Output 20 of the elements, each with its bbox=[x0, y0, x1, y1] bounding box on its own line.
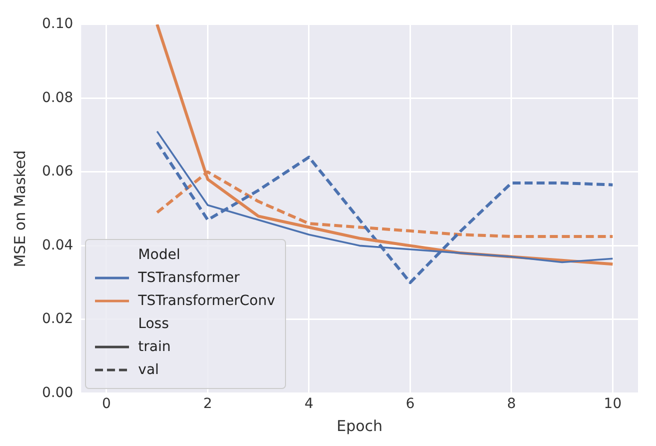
y-axis-title: MSE on Masked bbox=[10, 150, 29, 268]
x-tick-label: 8 bbox=[506, 396, 516, 412]
y-tick-label: 0.08 bbox=[42, 90, 74, 106]
annotation: val bbox=[138, 362, 159, 378]
legend-label: TSTransformer bbox=[138, 270, 240, 286]
legend-label: TSTransformerConv bbox=[138, 293, 276, 310]
y-tick-label: 0.02 bbox=[42, 311, 74, 328]
x-tick-label: 4 bbox=[304, 396, 314, 412]
x-axis-title: Epoch bbox=[336, 416, 383, 435]
annotation: Loss bbox=[137, 315, 170, 334]
x-tick-label: 0 bbox=[102, 396, 111, 412]
legend-title: Model bbox=[137, 246, 182, 266]
x-tick-label: 6 bbox=[406, 396, 415, 412]
y-tick-label: 0.00 bbox=[42, 384, 74, 401]
y-tick-label: 0.06 bbox=[42, 164, 74, 180]
annotation: train bbox=[138, 339, 171, 356]
y-tick-label: 0.04 bbox=[42, 237, 74, 254]
x-tick-label: 10 bbox=[604, 396, 622, 412]
x-tick-label: 2 bbox=[203, 396, 212, 412]
y-tick-label: 0.10 bbox=[42, 16, 74, 32]
